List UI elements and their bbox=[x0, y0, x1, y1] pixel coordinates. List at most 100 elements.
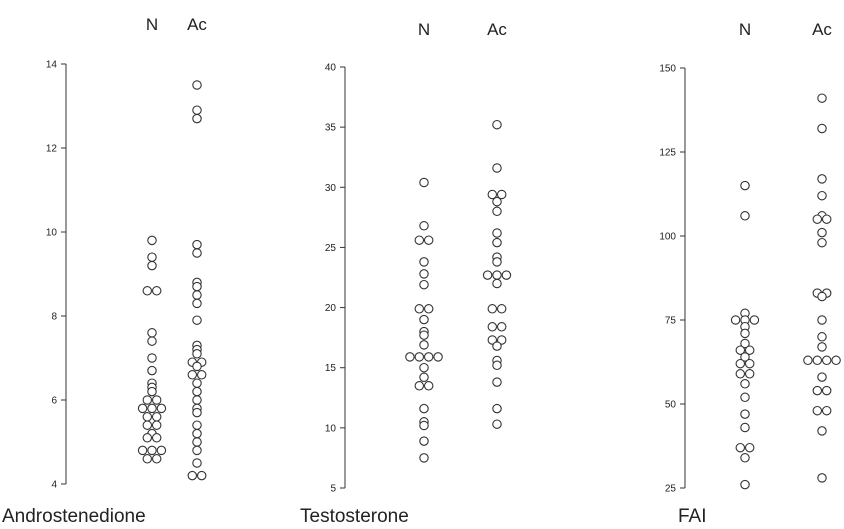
y-tick-label: 4 bbox=[51, 480, 57, 491]
data-point bbox=[142, 412, 153, 422]
group-label-n: N bbox=[739, 20, 751, 39]
data-point bbox=[817, 190, 827, 201]
data-point bbox=[192, 395, 202, 405]
y-tick-label: 20 bbox=[325, 303, 337, 314]
data-point bbox=[147, 353, 157, 363]
data-point bbox=[744, 345, 755, 355]
data-point bbox=[433, 352, 443, 362]
data-point bbox=[414, 235, 425, 245]
group-label-ac: Ac bbox=[487, 20, 507, 39]
data-point bbox=[419, 330, 429, 340]
data-point bbox=[492, 237, 502, 248]
data-point bbox=[740, 453, 750, 463]
data-point bbox=[821, 405, 832, 416]
panel-title: Androstenedione bbox=[2, 506, 146, 527]
data-point bbox=[735, 345, 746, 355]
y-tick-label: 14 bbox=[46, 60, 58, 71]
data-point bbox=[740, 180, 750, 191]
testosterone-panel: Testosterone 5 10 15 20 25 30 35 40 N Ac bbox=[300, 20, 512, 527]
y-tick-label: 30 bbox=[325, 183, 337, 194]
data-point bbox=[817, 315, 827, 325]
y-tick-label: 5 bbox=[330, 484, 336, 495]
data-point bbox=[419, 372, 429, 383]
data-point bbox=[803, 355, 813, 366]
data-point bbox=[419, 362, 429, 373]
data-point bbox=[487, 189, 498, 200]
data-point bbox=[156, 403, 167, 414]
data-point bbox=[492, 419, 502, 429]
data-point bbox=[192, 437, 202, 447]
data-point bbox=[419, 420, 429, 431]
data-point bbox=[817, 372, 827, 382]
data-point bbox=[492, 196, 502, 207]
data-point bbox=[187, 370, 198, 380]
data-point bbox=[740, 211, 750, 221]
data-point bbox=[147, 328, 157, 338]
data-point bbox=[419, 340, 429, 350]
data-point bbox=[812, 214, 823, 224]
data-point bbox=[492, 341, 502, 351]
data-point bbox=[192, 349, 202, 359]
data-point bbox=[744, 442, 755, 453]
fai-panel: FAI 25 50 75 100 125 150 N Ac bbox=[659, 20, 841, 527]
data-point bbox=[482, 270, 493, 280]
data-point bbox=[419, 453, 429, 463]
data-point bbox=[740, 352, 750, 362]
data-point bbox=[817, 123, 827, 134]
y-tick-label: 15 bbox=[325, 363, 337, 374]
data-point bbox=[147, 260, 157, 271]
data-point bbox=[821, 355, 832, 366]
data-point bbox=[740, 328, 750, 339]
data-point bbox=[821, 214, 832, 224]
data-point bbox=[192, 428, 202, 439]
data-point bbox=[192, 445, 202, 456]
data-point bbox=[419, 403, 429, 414]
data-point bbox=[817, 227, 827, 238]
data-point bbox=[192, 420, 202, 430]
data-point bbox=[147, 365, 157, 376]
y-tick-label: 10 bbox=[325, 423, 337, 434]
data-point bbox=[192, 290, 202, 300]
y-tick-label: 6 bbox=[51, 396, 57, 407]
data-point bbox=[414, 352, 425, 362]
data-point bbox=[192, 407, 202, 418]
data-point bbox=[147, 403, 157, 414]
data-point bbox=[187, 470, 198, 481]
group-label-ac: Ac bbox=[812, 20, 832, 39]
data-point bbox=[142, 420, 153, 430]
data-point bbox=[740, 479, 750, 490]
data-point bbox=[817, 332, 827, 342]
group-label-ac: Ac bbox=[187, 15, 207, 34]
data-point bbox=[414, 381, 425, 391]
data-point bbox=[817, 237, 827, 248]
data-point bbox=[419, 314, 429, 325]
data-point bbox=[419, 269, 429, 279]
data-point bbox=[496, 304, 507, 314]
data-point bbox=[492, 206, 502, 217]
data-point bbox=[192, 378, 202, 388]
data-point bbox=[192, 113, 202, 124]
data-point bbox=[423, 352, 434, 362]
data-point bbox=[192, 80, 202, 90]
data-point bbox=[151, 412, 162, 422]
data-point bbox=[812, 385, 823, 396]
data-point bbox=[151, 395, 162, 405]
data-point bbox=[487, 304, 498, 314]
y-tick-label: 150 bbox=[659, 64, 676, 75]
data-point bbox=[151, 454, 162, 464]
data-point bbox=[492, 270, 502, 280]
data-point bbox=[147, 252, 157, 262]
data-point bbox=[192, 281, 202, 292]
data-point bbox=[192, 239, 202, 250]
data-point bbox=[192, 458, 202, 468]
data-point bbox=[487, 335, 498, 345]
data-point bbox=[740, 379, 750, 389]
data-point bbox=[419, 177, 429, 188]
y-tick-label: 35 bbox=[325, 123, 337, 134]
data-point bbox=[812, 405, 823, 416]
data-point bbox=[740, 338, 750, 349]
data-point bbox=[492, 228, 502, 238]
data-point bbox=[492, 403, 502, 414]
y-tick-label: 125 bbox=[659, 148, 676, 159]
